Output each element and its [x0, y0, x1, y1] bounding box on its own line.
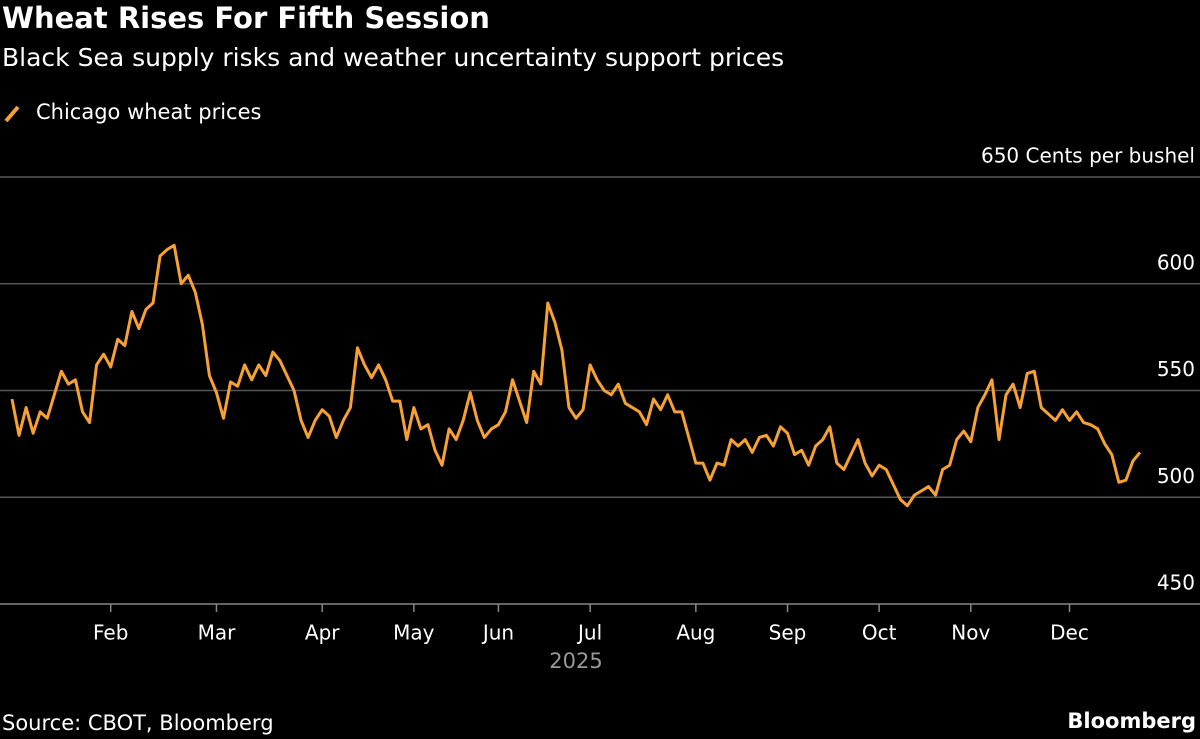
chart-subtitle: Black Sea supply risks and weather uncer… — [2, 43, 784, 72]
x-tick-label: Oct — [862, 621, 897, 645]
y-tick-label: 500 — [1157, 464, 1195, 488]
x-axis-label: 2025 — [549, 649, 602, 673]
x-tick-label: Aug — [676, 621, 715, 645]
legend-swatch — [4, 105, 20, 123]
source: Source: CBOT, Bloomberg — [2, 711, 274, 735]
x-tick-label: Mar — [198, 621, 237, 645]
x-tick-label: Dec — [1050, 621, 1089, 645]
x-tick-label: Sep — [769, 621, 807, 645]
x-tick-label: Nov — [951, 621, 990, 645]
x-tick-label: May — [393, 621, 435, 645]
x-tick-label: Apr — [305, 621, 340, 645]
x-tick-label: Jul — [576, 621, 602, 645]
y-tick-label: 650 Cents per bushel — [981, 144, 1195, 168]
brand: Bloomberg — [1067, 709, 1196, 733]
legend-label: Chicago wheat prices — [36, 100, 261, 124]
x-tick-label: Jun — [481, 621, 514, 645]
x-tick-label: Feb — [93, 621, 128, 645]
price-line — [10, 243, 1142, 508]
chart-title: Wheat Rises For Fifth Session — [2, 1, 490, 35]
y-tick-label: 550 — [1157, 357, 1195, 381]
y-tick-label: 600 — [1157, 250, 1195, 274]
y-tick-label: 450 — [1157, 571, 1195, 595]
